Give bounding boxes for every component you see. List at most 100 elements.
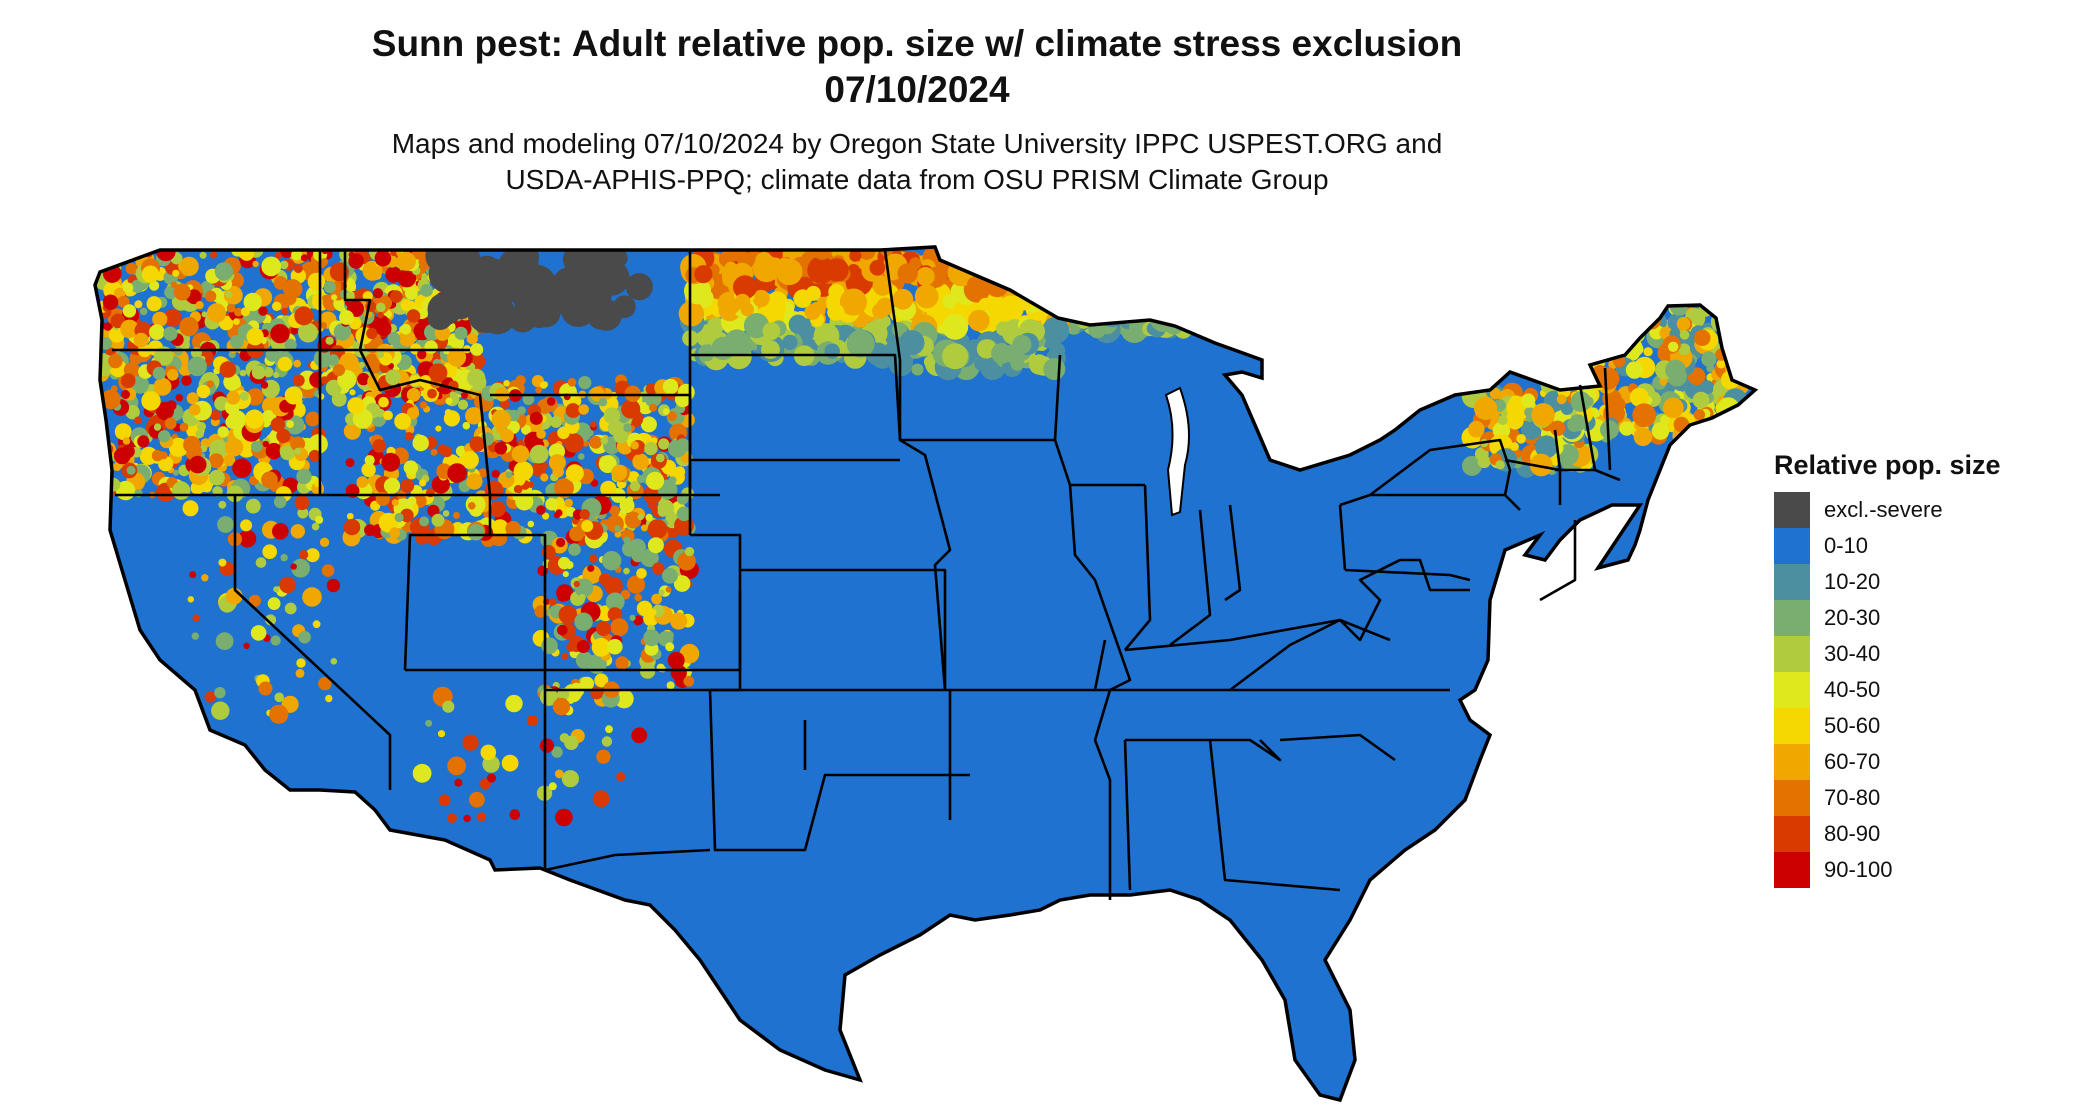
hotspot-cell — [133, 332, 149, 348]
hotspot-cell — [558, 556, 571, 570]
hotspot-cell — [168, 437, 188, 457]
legend-item: 80-90 — [1774, 816, 2001, 852]
hotspot-cell — [230, 334, 244, 349]
hotspot-cell — [455, 250, 483, 278]
hotspot-cell — [1591, 329, 1609, 348]
hotspot-cell — [273, 495, 287, 509]
hotspot-cell — [651, 593, 662, 605]
hotspot-cell — [593, 260, 630, 296]
hotspot-cell — [244, 409, 264, 429]
hotspot-cell — [325, 336, 334, 345]
hotspot-cell — [1168, 254, 1186, 272]
hotspot-cell — [1186, 252, 1204, 271]
hotspot-cell — [1730, 349, 1741, 361]
hotspot-cell — [621, 399, 641, 419]
hotspot-cell — [1041, 257, 1063, 279]
hotspot-cell — [1085, 264, 1110, 289]
hotspot-cell — [1057, 284, 1078, 305]
hotspot-cell — [1100, 248, 1125, 273]
hotspot-cell — [1199, 309, 1220, 331]
hotspot-cell — [265, 442, 283, 460]
hotspot-cell — [258, 681, 273, 696]
hotspot-cell — [1173, 271, 1199, 297]
hotspot-cell — [1135, 250, 1154, 269]
hotspot-cell — [1175, 284, 1197, 306]
hotspot-cell — [1115, 264, 1131, 279]
hotspot-cell — [166, 369, 179, 381]
hotspot-cell — [576, 640, 590, 653]
hotspot-cell — [1078, 272, 1102, 296]
hotspot-cell — [500, 399, 510, 409]
hotspot-cell — [1164, 289, 1189, 315]
hotspot-cell — [453, 511, 460, 519]
hotspot-cell — [1599, 300, 1618, 318]
hotspot-cell — [210, 251, 218, 259]
hotspot-cell — [529, 444, 549, 464]
hotspot-cell — [1592, 307, 1609, 325]
hotspot-cell — [172, 481, 191, 500]
hotspot-cell — [562, 571, 569, 578]
hotspot-cell — [95, 461, 112, 481]
hotspot-cell — [1638, 311, 1648, 321]
hotspot-cell — [590, 686, 604, 700]
hotspot-cell — [1216, 258, 1242, 285]
hotspot-cell — [252, 260, 259, 268]
hotspot-cell — [824, 343, 840, 359]
hotspot-cell — [208, 453, 224, 469]
hotspot-cell — [631, 727, 648, 744]
hotspot-cell — [1206, 277, 1234, 305]
hotspot-cell — [1242, 257, 1266, 282]
hotspot-cell — [1607, 315, 1625, 333]
hotspot-cell — [1732, 433, 1742, 444]
hotspot-cell — [1190, 268, 1214, 292]
hotspot-cell — [1610, 324, 1628, 343]
hotspot-cell — [1643, 347, 1653, 357]
hotspot-cell — [285, 415, 305, 435]
hotspot-cell — [349, 389, 356, 396]
hotspot-cell — [1237, 258, 1260, 281]
hotspot-cell — [1022, 247, 1050, 272]
hotspot-cell — [206, 380, 214, 388]
hotspot-cell — [376, 320, 392, 337]
hotspot-cell — [441, 446, 453, 458]
hotspot-cell — [991, 262, 1006, 276]
hotspot-cell — [622, 423, 632, 433]
hotspot-cell — [1638, 301, 1655, 318]
hotspot-cell — [195, 429, 204, 439]
hotspot-cell — [163, 326, 178, 341]
hotspot-cell — [182, 500, 199, 517]
hotspot-cell — [1508, 395, 1523, 410]
hotspot-cell — [1236, 248, 1262, 274]
hotspot-cell — [397, 268, 417, 288]
hotspot-cell — [578, 594, 586, 602]
hotspot-cell — [172, 269, 180, 277]
hotspot-cell — [601, 736, 613, 747]
hotspot-cell — [666, 631, 674, 639]
hotspot-cell — [1037, 261, 1058, 282]
hotspot-cell — [1136, 270, 1162, 295]
hotspot-cell — [566, 642, 576, 652]
hotspot-cell — [106, 477, 121, 492]
hotspot-cell — [1113, 249, 1135, 271]
hotspot-cell — [1047, 271, 1060, 285]
hotspot-cell — [565, 464, 584, 483]
hotspot-cell — [130, 279, 145, 293]
hotspot-cell — [555, 808, 573, 827]
hotspot-cell — [172, 469, 179, 476]
hotspot-cell — [1076, 247, 1105, 268]
hotspot-cell — [1122, 293, 1141, 312]
hotspot-cell — [1194, 303, 1220, 329]
hotspot-cell — [273, 371, 280, 379]
hotspot-cell — [1231, 297, 1244, 311]
hotspot-cell — [665, 586, 672, 593]
hotspot-cell — [559, 383, 577, 401]
hotspot-cell — [605, 725, 613, 734]
hotspot-cell — [527, 520, 535, 528]
hotspot-cell — [1233, 247, 1254, 263]
hotspot-cell — [675, 438, 691, 453]
hotspot-cell — [331, 294, 338, 301]
hotspot-cell — [564, 498, 573, 508]
hotspot-cell — [578, 376, 592, 390]
hotspot-cell — [191, 632, 199, 640]
hotspot-cell — [1020, 259, 1047, 287]
